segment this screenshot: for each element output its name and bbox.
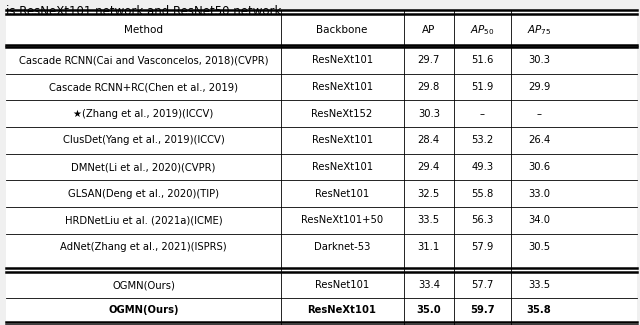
- Text: 26.4: 26.4: [528, 136, 550, 145]
- Text: ResNeXt101: ResNeXt101: [312, 162, 372, 172]
- Text: ResNet101: ResNet101: [315, 189, 369, 199]
- Text: Cascade RCNN(Cai and Vasconcelos, 2018)(CVPR): Cascade RCNN(Cai and Vasconcelos, 2018)(…: [19, 56, 268, 65]
- Text: ResNeXt152: ResNeXt152: [312, 109, 372, 119]
- Text: 29.8: 29.8: [418, 82, 440, 92]
- Text: 30.6: 30.6: [528, 162, 550, 172]
- Text: DMNet(Li et al., 2020)(CVPR): DMNet(Li et al., 2020)(CVPR): [71, 162, 216, 172]
- Text: 30.3: 30.3: [418, 109, 440, 119]
- Text: OGMN(Ours): OGMN(Ours): [112, 280, 175, 290]
- Text: 33.0: 33.0: [528, 189, 550, 199]
- Text: 34.0: 34.0: [528, 215, 550, 225]
- Text: 29.9: 29.9: [528, 82, 550, 92]
- Text: 51.6: 51.6: [471, 56, 493, 65]
- Text: 51.9: 51.9: [471, 82, 493, 92]
- Text: Backbone: Backbone: [316, 25, 368, 35]
- Text: 49.3: 49.3: [471, 162, 493, 172]
- Text: Method: Method: [124, 25, 163, 35]
- Text: ★(Zhang et al., 2019)(ICCV): ★(Zhang et al., 2019)(ICCV): [74, 109, 214, 119]
- Text: OGMN(Ours): OGMN(Ours): [108, 306, 179, 315]
- Text: 33.5: 33.5: [528, 280, 550, 290]
- Text: 32.5: 32.5: [418, 189, 440, 199]
- Text: 56.3: 56.3: [471, 215, 493, 225]
- Text: 30.5: 30.5: [528, 242, 550, 252]
- Text: ResNet101: ResNet101: [315, 280, 369, 290]
- Text: 29.7: 29.7: [417, 56, 440, 65]
- Text: 29.4: 29.4: [418, 162, 440, 172]
- Text: HRDNetLiu et al. (2021a)(ICME): HRDNetLiu et al. (2021a)(ICME): [65, 215, 222, 225]
- Text: 33.5: 33.5: [418, 215, 440, 225]
- Text: –: –: [480, 109, 485, 119]
- Text: 35.8: 35.8: [527, 306, 552, 315]
- Text: Cascade RCNN+RC(Chen et al., 2019): Cascade RCNN+RC(Chen et al., 2019): [49, 82, 238, 92]
- Text: Darknet-53: Darknet-53: [314, 242, 371, 252]
- Text: 35.0: 35.0: [417, 306, 441, 315]
- Text: ClusDet(Yang et al., 2019)(ICCV): ClusDet(Yang et al., 2019)(ICCV): [63, 136, 225, 145]
- Text: 33.4: 33.4: [418, 280, 440, 290]
- Text: is ResNeXt101 network and ResNet50 network.: is ResNeXt101 network and ResNet50 netwo…: [6, 5, 285, 18]
- Text: $\mathit{AP}_{50}$: $\mathit{AP}_{50}$: [470, 23, 495, 37]
- Text: 28.4: 28.4: [418, 136, 440, 145]
- Text: ResNeXt101: ResNeXt101: [312, 56, 372, 65]
- Text: GLSAN(Deng et al., 2020)(TIP): GLSAN(Deng et al., 2020)(TIP): [68, 189, 219, 199]
- Text: 57.9: 57.9: [471, 242, 493, 252]
- Text: 53.2: 53.2: [471, 136, 493, 145]
- Text: ResNeXt101: ResNeXt101: [308, 306, 376, 315]
- Text: $\mathit{AP}_{75}$: $\mathit{AP}_{75}$: [527, 23, 551, 37]
- Text: AP: AP: [422, 25, 435, 35]
- Text: 31.1: 31.1: [418, 242, 440, 252]
- Text: ResNeXt101: ResNeXt101: [312, 82, 372, 92]
- Text: –: –: [536, 109, 541, 119]
- Text: 55.8: 55.8: [471, 189, 493, 199]
- Text: 59.7: 59.7: [470, 306, 495, 315]
- Text: ResNeXt101+50: ResNeXt101+50: [301, 215, 383, 225]
- Text: AdNet(Zhang et al., 2021)(ISPRS): AdNet(Zhang et al., 2021)(ISPRS): [60, 242, 227, 252]
- Text: 30.3: 30.3: [528, 56, 550, 65]
- Text: ResNeXt101: ResNeXt101: [312, 136, 372, 145]
- Text: 57.7: 57.7: [471, 280, 493, 290]
